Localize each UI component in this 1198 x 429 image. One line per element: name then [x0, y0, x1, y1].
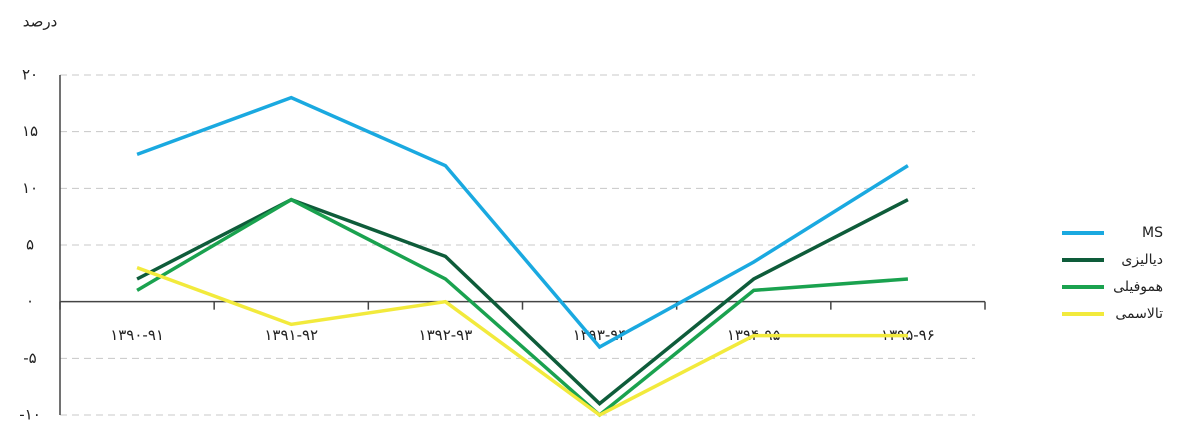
y-tick-label: ۵ [26, 236, 34, 254]
legend-label: هموفیلی [1113, 279, 1163, 295]
series-line [136, 197, 909, 418]
legend-label: MS [1142, 225, 1163, 241]
legend-label: تالاسمی [1115, 306, 1163, 322]
series-line [136, 266, 908, 418]
y-tick-label: -۵ [23, 349, 36, 367]
x-tick-label: ۱۳۹۲-۹۳ [419, 326, 473, 344]
y-tick-label: ۱۵ [22, 122, 38, 140]
x-tick-label: ۱۳۹۰-۹۱ [110, 326, 164, 344]
x-tick-label: ۱۳۹۱-۹۲ [264, 326, 318, 344]
y-tick-label: ۰ [26, 292, 34, 310]
y-tick-label: -۱۰ [19, 406, 41, 424]
y-tick-label: ۱۰ [22, 179, 38, 197]
series-line [136, 95, 909, 350]
legend-label: دیالیزی [1121, 252, 1163, 268]
y-tick-label: ۲۰ [22, 66, 38, 84]
y-axis-label: درصد [23, 13, 58, 31]
